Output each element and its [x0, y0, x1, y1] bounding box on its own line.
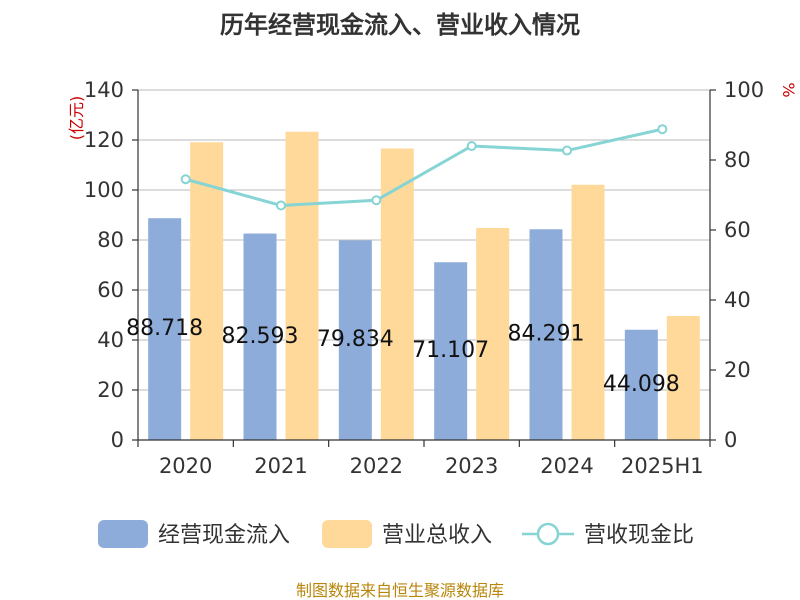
ratio-point — [466, 141, 477, 151]
legend-marker-ratio — [536, 522, 560, 546]
cash-inflow-data-label: 84.291 — [508, 322, 585, 347]
axes: 0 20 40 60 80 100 120 140 0 20 40 60 80 100 2020 2021 20… — [84, 78, 764, 478]
legend-label-revenue: 营业总收入 — [382, 523, 492, 548]
left-tick-label: 80 — [97, 228, 124, 252]
revenue-bar — [476, 228, 510, 440]
left-tick-label: 40 — [97, 328, 124, 352]
right-tick-label: 40 — [724, 288, 751, 312]
revenue-bar — [380, 148, 414, 440]
legend-label-ratio: 营收现金比 — [584, 523, 694, 548]
x-tick-label: 2020 — [159, 454, 212, 478]
left-tick-label: 60 — [97, 278, 124, 302]
cash-inflow-bar — [529, 229, 563, 440]
grid — [138, 89, 710, 391]
revenue-bar — [285, 131, 319, 440]
x-tick-label: 2024 — [540, 454, 593, 478]
ratio-point — [657, 124, 668, 135]
cash-inflow-data-label: 44.098 — [603, 372, 680, 397]
left-tick-label: 0 — [111, 428, 124, 452]
x-tick-label: 2023 — [445, 454, 498, 478]
ratio-point — [562, 145, 572, 156]
left-axis-unit: (亿元) — [67, 96, 86, 141]
legend-swatch-revenue — [322, 520, 372, 548]
left-tick-label: 20 — [97, 378, 124, 402]
source-note: 制图数据来自恒生聚源数据库 — [296, 581, 504, 600]
bars — [148, 131, 700, 440]
legend-label-cash-inflow: 经营现金流入 — [158, 523, 290, 548]
x-tick-label: 2021 — [254, 454, 307, 478]
chart-title: 历年经营现金流入、营业收入情况 — [220, 11, 580, 39]
left-tick-label: 100 — [84, 178, 124, 202]
x-tick-label: 2022 — [350, 454, 403, 478]
ratio-line — [180, 124, 668, 211]
cash-inflow-data-label: 71.107 — [412, 338, 489, 363]
cash-inflow-bar — [624, 329, 658, 440]
right-tick-label: 60 — [724, 218, 751, 242]
x-tick-label: 2025H1 — [621, 454, 704, 478]
revenue-bar — [571, 184, 605, 440]
cash-inflow-bar — [148, 218, 182, 440]
cash-inflow-bar — [243, 233, 277, 440]
right-tick-label: 80 — [724, 148, 751, 172]
right-axis-unit: % — [779, 82, 798, 97]
ratio-point — [180, 174, 191, 185]
ratio-point — [371, 195, 382, 206]
legend-swatch-cash-inflow — [98, 520, 148, 548]
ratio-line-path — [185, 127, 663, 208]
cash-inflow-bar — [434, 262, 468, 440]
cash-inflow-data-label: 79.834 — [317, 327, 394, 352]
left-tick-label: 140 — [84, 78, 124, 102]
right-tick-label: 20 — [724, 358, 751, 382]
right-tick-label: 0 — [724, 428, 737, 452]
revenue-bar — [666, 316, 700, 440]
data-labels: 88.718 82.593 79.834 71.107 84.291 44.098 — [126, 316, 680, 397]
cash-inflow-bar — [338, 240, 372, 440]
left-tick-label: 120 — [84, 128, 124, 152]
revenue-bar — [190, 142, 224, 440]
cash-inflow-data-label: 82.593 — [222, 324, 299, 349]
ratio-point — [276, 200, 286, 211]
right-tick-label: 100 — [724, 78, 764, 102]
legend[interactable]: 经营现金流入 营业总收入 营收现金比 — [98, 520, 694, 548]
cash-inflow-data-label: 88.718 — [126, 316, 203, 341]
